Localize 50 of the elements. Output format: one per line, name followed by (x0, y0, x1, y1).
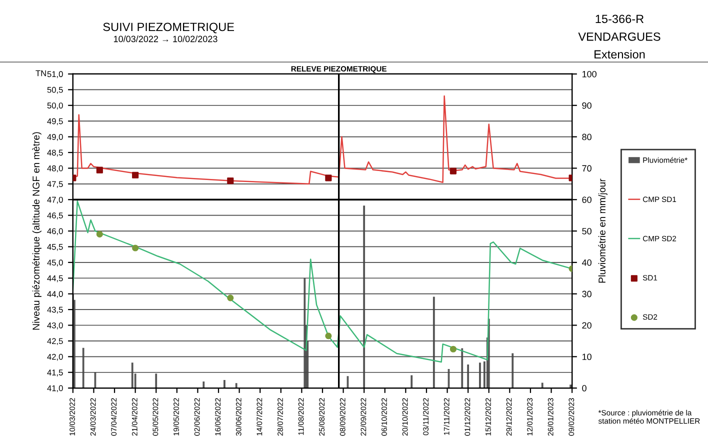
y-tick-label: 45,0 (47, 260, 63, 267)
y2-tick-label: 0 (582, 385, 586, 392)
y-tick-label: 42,0 (47, 354, 63, 361)
point (96, 166, 103, 174)
y-tick-label: 47,5 (47, 181, 63, 188)
point (227, 294, 234, 302)
text: Extension (594, 50, 645, 59)
y-tick-label: 41,5 (47, 370, 63, 376)
point (450, 346, 457, 352)
y-tick-label: 48,0 (47, 165, 63, 172)
y2-tick-label: 70 (582, 165, 592, 172)
y-tick-label: 46,5 (47, 212, 63, 220)
y-tick-label: 49,0 (47, 134, 63, 141)
y-tick-label: 50,0 (47, 102, 63, 110)
y2-tick-label: 50 (582, 228, 592, 234)
y2-tick-label: 90 (582, 102, 592, 109)
y-tick-label: 41,0 (47, 385, 63, 392)
y-tick-label: 43,5 (47, 306, 63, 314)
y2-tick-label: 100 (582, 70, 596, 78)
y-tick-label: 43,0 (47, 322, 63, 330)
point (450, 168, 457, 174)
y-axis-title: Niveau piézométrique (altitude NGF en mètre) (32, 132, 42, 330)
chart-title: SUIVI PIEZOMETRIQUE (103, 22, 234, 34)
point (96, 230, 103, 238)
y-tick-label: 44,5 (47, 275, 63, 282)
point (325, 174, 332, 182)
y2-tick-label: 10 (582, 354, 592, 360)
text: VENDARGUES (578, 32, 660, 41)
point (227, 177, 234, 184)
y2-tick-label: 30 (582, 290, 592, 298)
y-tick-label: 46,0 (47, 228, 63, 236)
y2-tick-label: 60 (582, 196, 592, 203)
y-tick-label: 50,5 (47, 86, 63, 94)
y2-tick-label: 20 (582, 322, 592, 329)
y-tick-label: 42,5 (47, 338, 63, 346)
y2-axis-title: Pluviométrie en mm/jour (598, 178, 608, 283)
point (132, 244, 139, 252)
point (132, 172, 139, 178)
y-tick-label: 47,0 (47, 196, 63, 204)
text: TN (36, 70, 46, 76)
point (325, 332, 332, 340)
y-tick-label: 51,0 (47, 71, 63, 78)
y-tick-label: 44,0 (47, 291, 63, 298)
chart-subtitle: 10/03/2022 → 10/02/2023 (114, 36, 218, 42)
y2-tick-label: 80 (582, 134, 592, 140)
text: 15-366-R (596, 14, 644, 24)
y2-tick-label: 40 (582, 259, 592, 266)
y-tick-label: 48,5 (47, 150, 63, 157)
y-tick-label: 49,5 (47, 118, 63, 126)
y-tick-label: 45,5 (47, 244, 63, 251)
